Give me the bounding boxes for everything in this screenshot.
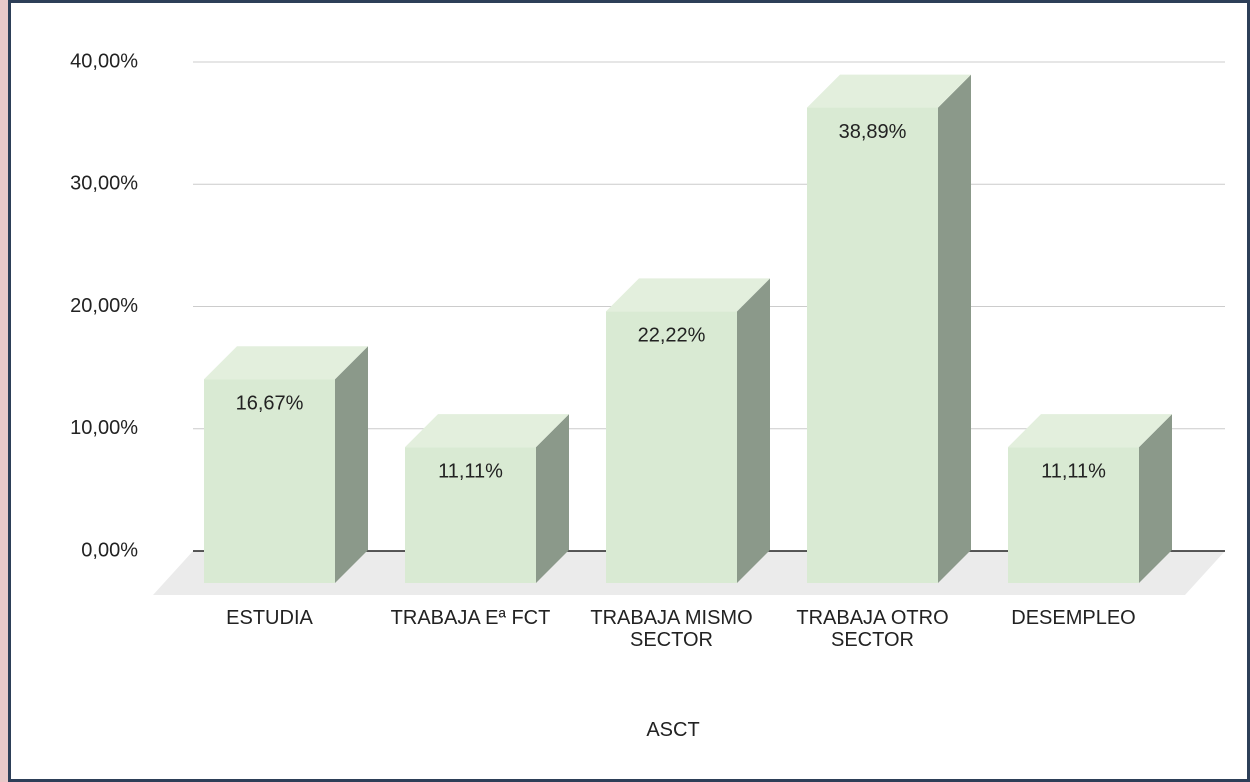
y-tick-label: 10,00% xyxy=(70,417,138,439)
bar-top xyxy=(204,346,368,380)
bar-front xyxy=(1008,447,1139,583)
bar-front xyxy=(204,379,335,583)
bar-side xyxy=(1139,414,1172,583)
value-label: 11,11% xyxy=(1041,460,1106,482)
value-label: 38,89% xyxy=(839,121,907,143)
bar xyxy=(405,414,569,583)
bar-front xyxy=(405,447,536,583)
bar-top xyxy=(807,74,971,108)
value-label: 11,11% xyxy=(438,460,503,482)
bar-front xyxy=(807,107,938,583)
y-tick-label: 30,00% xyxy=(70,173,138,195)
y-tick-label: 40,00% xyxy=(70,50,138,72)
bar-top xyxy=(606,278,770,312)
y-tick-label: 0,00% xyxy=(81,539,138,561)
bar-side xyxy=(737,278,770,583)
bar-top xyxy=(1008,414,1172,448)
bar-side xyxy=(536,414,569,583)
value-label: 22,22% xyxy=(638,325,706,347)
x-tick-label: DESEMPLEO xyxy=(1011,607,1136,629)
value-label: 16,67% xyxy=(236,392,304,414)
bar xyxy=(807,74,971,583)
bar-side xyxy=(938,74,971,583)
bar xyxy=(204,346,368,583)
bar xyxy=(606,278,770,583)
y-tick-label: 20,00% xyxy=(70,295,138,317)
chart: 0,00% 10,00% 20,00% 30,00% 40,00% 16,67% 11,11… xyxy=(70,50,1225,595)
bar-top xyxy=(405,414,569,448)
chart-frame: 0,00% 10,00% 20,00% 30,00% 40,00% 16,67% 11,11… xyxy=(8,0,1250,782)
bar-side xyxy=(335,346,368,583)
bar-front xyxy=(606,311,737,583)
bar xyxy=(1008,414,1172,583)
x-tick-label: TRABAJA Eª FCT xyxy=(390,607,551,629)
x-tick-label: ESTUDIA xyxy=(226,607,313,629)
x-axis-label: ASCT xyxy=(646,719,700,741)
x-tick-label: TRABAJA OTRO SECTOR xyxy=(796,607,949,651)
x-tick-label: TRABAJA MISMO SECTOR xyxy=(590,607,753,651)
